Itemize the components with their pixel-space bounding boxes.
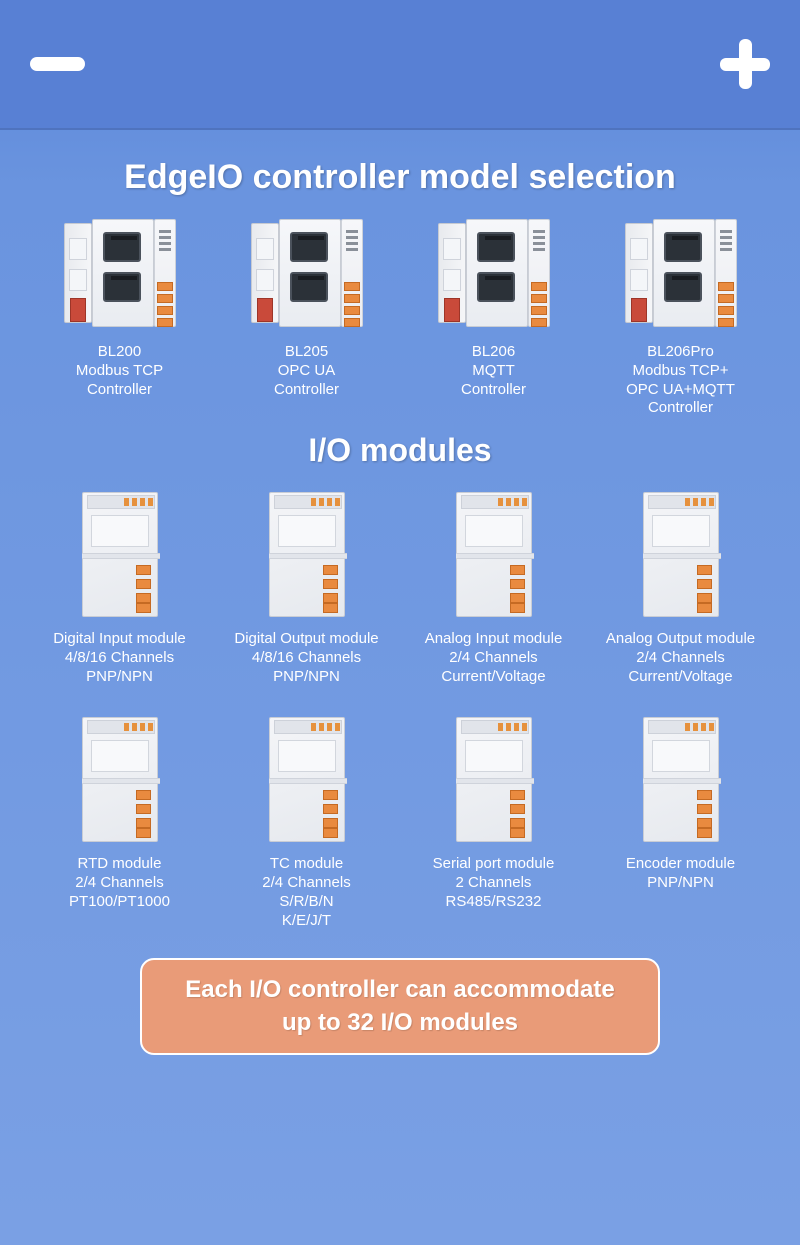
io-module-image [60,712,180,847]
io-module-image [247,712,367,847]
capacity-banner-text: Each I/O controller can accommodate up t… [162,974,638,1039]
controllers-grid: BL200Modbus TCP Controller BL205OPC UA C… [0,215,800,418]
io-module-label: Analog Input module2/4 Channels Current/… [425,630,563,686]
controller-label: BL206ProModbus TCP+ OPC UA+MQTT Controll… [626,343,735,418]
io-module-label: RTD module2/4 Channels PT100/PT1000 [69,855,170,911]
io-module-label: Digital Input module4/8/16 Channels PNP/… [53,630,186,686]
capacity-banner: Each I/O controller can accommodate up t… [140,958,660,1055]
top-bar [0,0,800,130]
controller-card: BL206ProModbus TCP+ OPC UA+MQTT Controll… [591,215,770,418]
io-module-image [621,712,741,847]
io-module-card: Encoder modulePNP/NPN [591,712,770,930]
io-module-card: RTD module2/4 Channels PT100/PT1000 [30,712,209,930]
io-module-card: Serial port module2 Channels RS485/RS232 [404,712,583,930]
io-module-image [60,487,180,622]
controller-card: BL200Modbus TCP Controller [30,215,209,418]
plus-icon[interactable] [720,39,770,89]
controller-image [611,215,751,335]
io-module-card: TC module2/4 Channels S/R/B/N K/E/J/T [217,712,396,930]
controller-label: BL200Modbus TCP Controller [76,343,163,399]
controller-image [50,215,190,335]
controller-image [237,215,377,335]
io-module-label: Encoder modulePNP/NPN [626,855,735,893]
io-module-image [621,487,741,622]
io-module-label: TC module2/4 Channels S/R/B/N K/E/J/T [262,855,350,930]
controller-label: BL206MQTT Controller [461,343,526,399]
controller-label: BL205OPC UA Controller [274,343,339,399]
io-module-card: Digital Input module4/8/16 Channels PNP/… [30,487,209,686]
io-module-image [434,487,554,622]
section-heading-io: I/O modules [0,432,800,469]
io-module-label: Analog Output module2/4 Channels Current… [606,630,755,686]
controller-card: BL205OPC UA Controller [217,215,396,418]
io-module-label: Digital Output module4/8/16 Channels PNP… [234,630,378,686]
io-module-image [247,487,367,622]
io-module-image [434,712,554,847]
io-modules-grid: Digital Input module4/8/16 Channels PNP/… [0,487,800,930]
section-heading-controllers: EdgeIO controller model selection [0,158,800,197]
io-module-card: Digital Output module4/8/16 Channels PNP… [217,487,396,686]
io-module-card: Analog Input module2/4 Channels Current/… [404,487,583,686]
minus-icon[interactable] [30,57,85,71]
controller-image [424,215,564,335]
io-module-card: Analog Output module2/4 Channels Current… [591,487,770,686]
controller-card: BL206MQTT Controller [404,215,583,418]
io-module-label: Serial port module2 Channels RS485/RS232 [433,855,555,911]
